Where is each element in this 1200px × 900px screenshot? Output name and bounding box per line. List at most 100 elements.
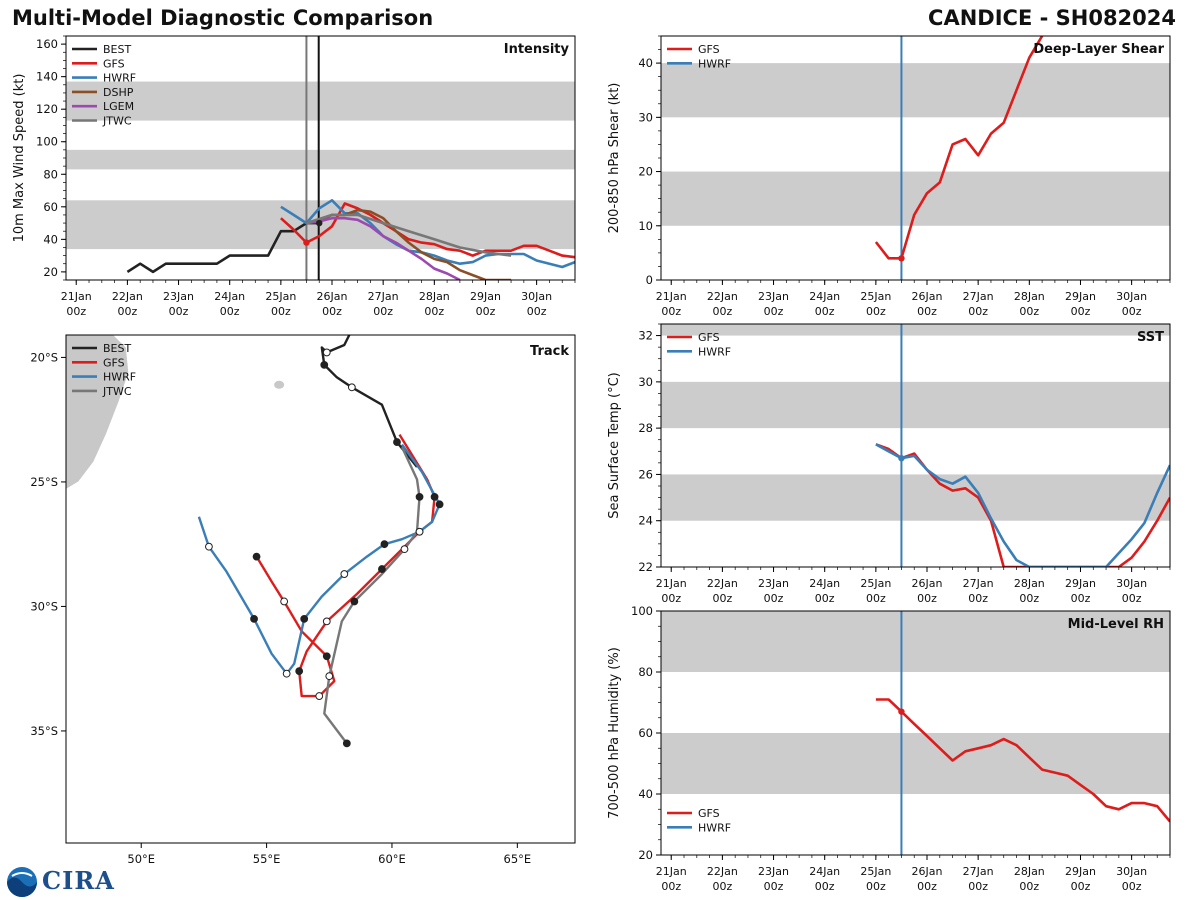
sst-ylabel: Sea Surface Temp (°C) [607, 372, 622, 519]
track-forecast-marker [300, 614, 309, 623]
track-forecast-marker [295, 667, 304, 676]
shear-xtick-day: 22Jan [707, 290, 738, 303]
track-ytick-label: 25°S [30, 475, 58, 489]
intensity-ytick-label: 160 [36, 37, 58, 51]
track-xtick-label: 60°E [378, 852, 406, 866]
track-forecast-marker [322, 617, 331, 626]
madagascar-landmass [66, 335, 130, 490]
intensity-xtick-hour: 00z [271, 305, 291, 318]
shear-xtick-hour: 00z [764, 305, 784, 318]
sst-xtick-hour: 00z [1071, 592, 1091, 605]
intensity-series-gfs [280, 202, 575, 259]
track-fix-marker [393, 438, 401, 446]
noaa-logo-icon [7, 867, 37, 897]
shear-xtick-hour: 00z [815, 305, 835, 318]
shear-xtick-hour: 00z [1019, 305, 1039, 318]
shear-xtick-day: 21Jan [656, 290, 687, 303]
shear-marker [898, 255, 905, 262]
rh-xtick-day: 22Jan [707, 865, 738, 878]
track-forecast-marker [415, 492, 424, 501]
sst-xtick-hour: 00z [968, 592, 988, 605]
sst-xtick-hour: 00z [661, 592, 681, 605]
shear-xtick-day: 23Jan [758, 290, 789, 303]
intensity-ytick-label: 20 [43, 265, 58, 279]
rh-ytick-label: 60 [638, 726, 653, 740]
rh-xtick-day: 30Jan [1116, 865, 1147, 878]
track-forecast-marker [252, 552, 261, 561]
track-forecast-marker [315, 692, 324, 700]
rh-xtick-day: 25Jan [860, 865, 891, 878]
shear-xtick-day: 27Jan [963, 290, 994, 303]
intensity-xtick-hour: 00z [527, 305, 547, 318]
sst-xtick-day: 29Jan [1065, 577, 1096, 590]
storm-id-title: CANDICE - SH082024 [928, 6, 1176, 30]
track-xtick-label: 55°E [253, 852, 281, 866]
rh-ylabel: 700-500 hPa Humidity (%) [607, 647, 622, 819]
track-forecast-marker [415, 527, 424, 536]
sst-ytick-label: 22 [638, 560, 653, 574]
intensity-panel: 20 40 60 80 100 120 140 160 21Jan 00z 22Jan 00z 23Ja… [12, 35, 576, 318]
sst-xtick-day: 30Jan [1116, 577, 1147, 590]
shear-ytick-label: 40 [638, 56, 653, 70]
rh-xtick-hour: 00z [1122, 880, 1142, 893]
intensity-ytick-label: 80 [43, 167, 58, 181]
sst-title: SST [1137, 330, 1164, 345]
intensity-xtick-day: 27Jan [368, 290, 399, 303]
intensity-xtick-day: 23Jan [163, 290, 194, 303]
intensity-xtick-day: 21Jan [61, 290, 92, 303]
intensity-ytick-label: 40 [43, 232, 58, 246]
track-fix-marker [347, 383, 356, 392]
intensity-xtick-hour: 00z [424, 305, 444, 318]
sst-series-group [875, 443, 1170, 567]
track-frame [65, 334, 576, 844]
intensity-xtick-day: 29Jan [470, 290, 501, 303]
track-forecast-marker [430, 492, 439, 501]
rh-ytick-label: 80 [638, 665, 653, 679]
intensity-legend-label: GFS [103, 57, 125, 70]
intensity-xtick-hour: 00z [169, 305, 189, 318]
intensity-ytick-label: 140 [36, 70, 58, 84]
track-fix-marker [320, 360, 329, 369]
intensity-xtick-hour: 00z [117, 305, 137, 318]
intensity-series-jtwc [306, 213, 512, 257]
track-legend-label: BEST [103, 342, 131, 355]
intensity-xtick-hour: 00z [322, 305, 342, 318]
track-series-jtwc [323, 446, 421, 745]
intensity-xtick-day: 25Jan [265, 290, 296, 303]
track-content [66, 335, 444, 748]
shear-xtick-day: 29Jan [1065, 290, 1096, 303]
intensity-xtick-hour: 00z [220, 305, 240, 318]
intensity-xtick-day: 24Jan [214, 290, 245, 303]
rh-panel: 20 40 60 80 100 21Jan 00z 22Jan 00z 23Jan 00z 24Jan… [607, 604, 1171, 893]
sst-band [661, 381, 1170, 429]
shear-band [661, 63, 1170, 118]
track-series-hwrf [197, 443, 441, 675]
sst-legend-label: HWRF [698, 345, 731, 358]
shear-ytick-label: 30 [638, 110, 653, 124]
rh-band [661, 611, 1170, 672]
rh-xtick-day: 24Jan [809, 865, 840, 878]
rh-xtick-hour: 00z [1019, 880, 1039, 893]
sst-ytick-label: 28 [638, 421, 653, 435]
shear-xtick-hour: 00z [661, 305, 681, 318]
shear-ytick-label: 20 [638, 165, 653, 179]
intensity-legend-label: HWRF [103, 72, 136, 85]
shear-xtick-day: 24Jan [809, 290, 840, 303]
track-forecast-marker [378, 565, 386, 573]
sst-xtick-day: 27Jan [963, 577, 994, 590]
rh-ytick-label: 20 [638, 848, 653, 862]
rh-band [661, 733, 1170, 794]
track-forecast-marker [325, 672, 334, 681]
track-panel: 50°E 55°E 60°E 65°E 20°S 25°S 30°S 35°S Track BES… [30, 334, 576, 866]
intensity-title: Intensity [504, 42, 570, 57]
sst-xtick-hour: 00z [917, 592, 937, 605]
rh-xtick-day: 23Jan [758, 865, 789, 878]
intensity-legend-label: LGEM [103, 100, 134, 113]
sst-xtick-hour: 00z [1122, 592, 1142, 605]
intensity-series-hwrf [280, 199, 575, 269]
intensity-series-best [126, 221, 320, 274]
intensity-xtick-hour: 00z [373, 305, 393, 318]
shear-series-group [874, 36, 1044, 262]
sst-ytick-label: 24 [638, 514, 653, 528]
intensity-ytick-label: 100 [36, 135, 58, 149]
